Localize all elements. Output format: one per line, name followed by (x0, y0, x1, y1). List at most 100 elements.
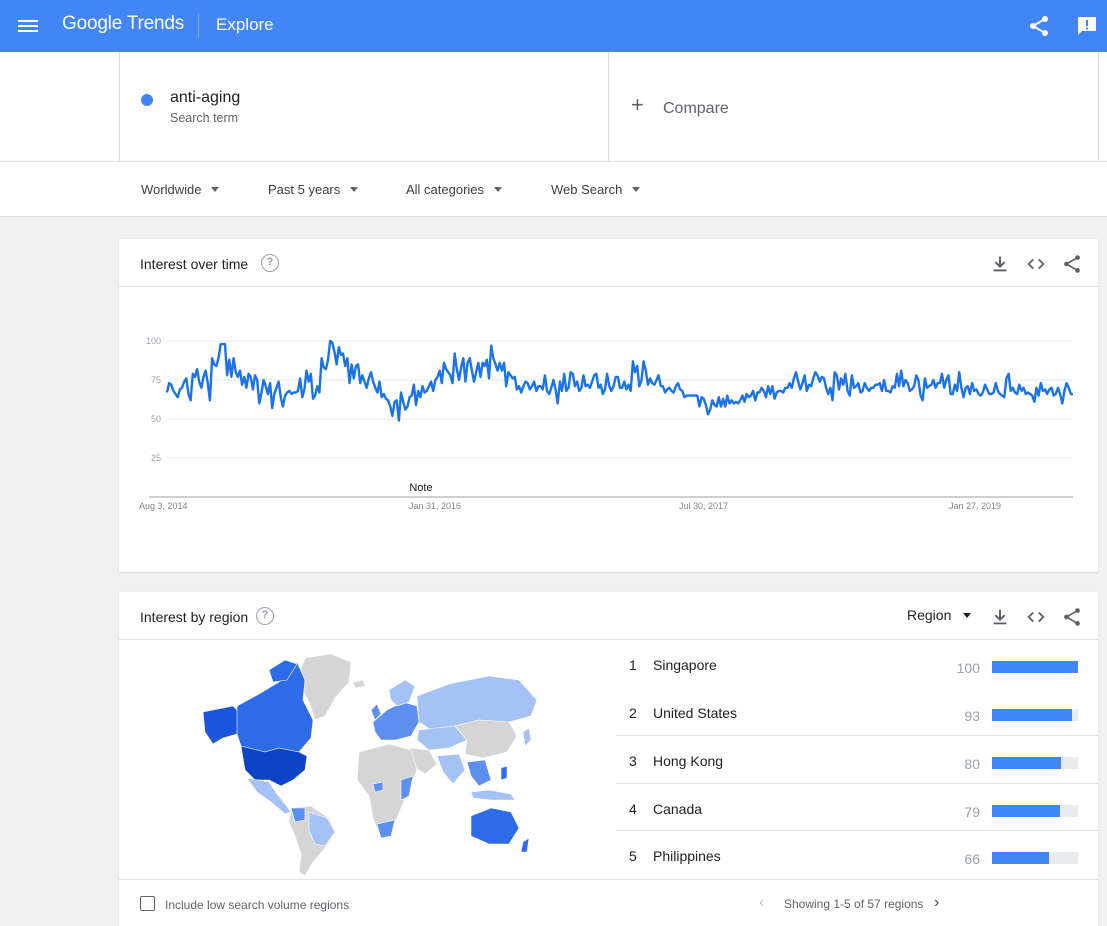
region-value: 66 (964, 851, 980, 867)
share-icon[interactable] (1061, 606, 1083, 628)
region-resolution-select[interactable]: Region (907, 607, 972, 623)
map-region-iceland (352, 679, 366, 689)
embed-icon[interactable] (1025, 606, 1047, 628)
region-name: Singapore (653, 657, 717, 673)
compare-button[interactable]: + Compare (609, 52, 1099, 162)
top-app-bar: Google Trends Explore (0, 0, 1107, 52)
interest-by-region-card: Interest by region ? Region (119, 592, 1098, 926)
property-filter-label: Web Search (551, 182, 623, 197)
region-value: 100 (956, 660, 980, 676)
help-icon[interactable]: ? (256, 607, 274, 625)
card-header: Interest over time ? (119, 239, 1098, 287)
x-tick-label: Jan 27, 2019 (949, 501, 1001, 511)
region-name: Hong Kong (653, 753, 724, 769)
share-icon[interactable] (1027, 14, 1051, 38)
caret-down-icon (494, 187, 503, 192)
x-tick-label: Aug 3, 2014 (139, 501, 188, 511)
property-filter[interactable]: Web Search (551, 182, 641, 197)
card-title: Interest by region (140, 609, 249, 625)
search-term-name: anti-aging (170, 89, 241, 106)
region-bar (992, 805, 1060, 817)
map-region-japan (522, 727, 532, 747)
map-region-colombia (290, 807, 306, 823)
region-value: 93 (964, 708, 980, 724)
region-name: Philippines (653, 848, 721, 864)
logo-trends: Trends (126, 13, 185, 34)
region-value: 80 (964, 756, 980, 772)
caret-down-icon (211, 187, 220, 192)
header-divider (198, 14, 199, 38)
x-tick-label: Jan 31, 2016 (409, 501, 461, 511)
help-icon[interactable]: ? (261, 254, 279, 272)
map-region-arctic-islands (268, 659, 298, 683)
low-volume-label: Include low search volume regions (165, 898, 350, 912)
download-icon[interactable] (989, 606, 1011, 628)
region-bar-track (992, 852, 1078, 864)
region-card-footer: Include low search volume regions ‹ Show… (119, 879, 1098, 926)
series-line[interactable] (165, 339, 1073, 422)
interest-over-time-chart[interactable]: 100 75 50 25 Aug 3, 2014 Jan 31, 2016 Jul 30, … (119, 287, 1098, 572)
map-region-south-africa (376, 819, 396, 839)
low-volume-checkbox[interactable] (140, 896, 155, 911)
region-row[interactable]: 4 Canada 79 (616, 783, 1098, 830)
map-region-alaska (202, 705, 240, 745)
card-header: Interest by region ? Region (119, 592, 1098, 640)
search-terms-bar: anti-aging Search term + Compare (0, 52, 1107, 162)
map-region-west-africa (372, 781, 384, 793)
compare-label: Compare (663, 100, 729, 117)
download-icon[interactable] (989, 253, 1011, 275)
region-row[interactable]: 2 United States 93 (616, 688, 1098, 735)
y-tick-label: 25 (151, 453, 161, 463)
region-row[interactable]: 5 Philippines 66 (616, 830, 1098, 877)
map-region-philippines (500, 765, 508, 781)
feedback-icon[interactable] (1075, 14, 1099, 38)
chevron-right-icon[interactable]: › (934, 894, 940, 911)
y-tick-label: 75 (151, 375, 161, 385)
map-region-united-states (240, 745, 308, 787)
region-value: 79 (964, 804, 980, 820)
google-trends-logo[interactable]: Google Trends (62, 13, 184, 35)
category-filter-label: All categories (406, 182, 485, 197)
logo-google: Google (62, 13, 123, 34)
region-bar-track (992, 709, 1078, 721)
region-rank: 3 (629, 753, 637, 769)
region-bar-track (992, 661, 1078, 673)
region-rank: 2 (629, 705, 637, 721)
time-filter-label: Past 5 years (268, 182, 341, 197)
region-bar-track (992, 757, 1078, 769)
share-icon[interactable] (1061, 253, 1083, 275)
embed-icon[interactable] (1025, 253, 1047, 275)
map-region-scandinavia (388, 679, 416, 707)
region-rank: 1 (629, 657, 637, 673)
region-rank: 4 (629, 801, 637, 817)
map-region-new-zealand (520, 837, 530, 853)
map-region-southeast-asia (466, 759, 492, 787)
region-rank: 5 (629, 848, 637, 864)
world-map[interactable] (119, 640, 609, 879)
map-region-indonesia (470, 789, 516, 801)
search-term-card[interactable]: anti-aging Search term (119, 52, 609, 162)
page-title: Explore (216, 15, 274, 34)
caret-down-icon (350, 187, 359, 192)
caret-down-icon (632, 187, 641, 192)
caret-down-icon (963, 613, 972, 618)
region-bar-track (992, 805, 1078, 817)
map-region-united-kingdom (370, 703, 382, 721)
time-filter[interactable]: Past 5 years (268, 182, 359, 197)
chevron-left-icon[interactable]: ‹ (759, 894, 765, 911)
term-color-dot (141, 94, 153, 106)
region-select-label: Region (907, 607, 952, 623)
chart-note[interactable]: Note (409, 482, 432, 494)
map-region-india (436, 753, 466, 785)
region-name: Canada (653, 801, 703, 817)
region-row[interactable]: 3 Hong Kong 80 (616, 735, 1098, 782)
menu-icon[interactable] (18, 17, 38, 35)
location-filter[interactable]: Worldwide (141, 182, 220, 197)
x-tick-label: Jul 30, 2017 (679, 501, 728, 511)
map-region-brazil (308, 811, 336, 847)
region-row[interactable]: 1 Singapore 100 (616, 640, 1098, 687)
map-region-china (454, 719, 518, 759)
category-filter[interactable]: All categories (406, 182, 503, 197)
filter-bar: Worldwide Past 5 years All categories We… (0, 162, 1107, 217)
region-bar (992, 757, 1061, 769)
